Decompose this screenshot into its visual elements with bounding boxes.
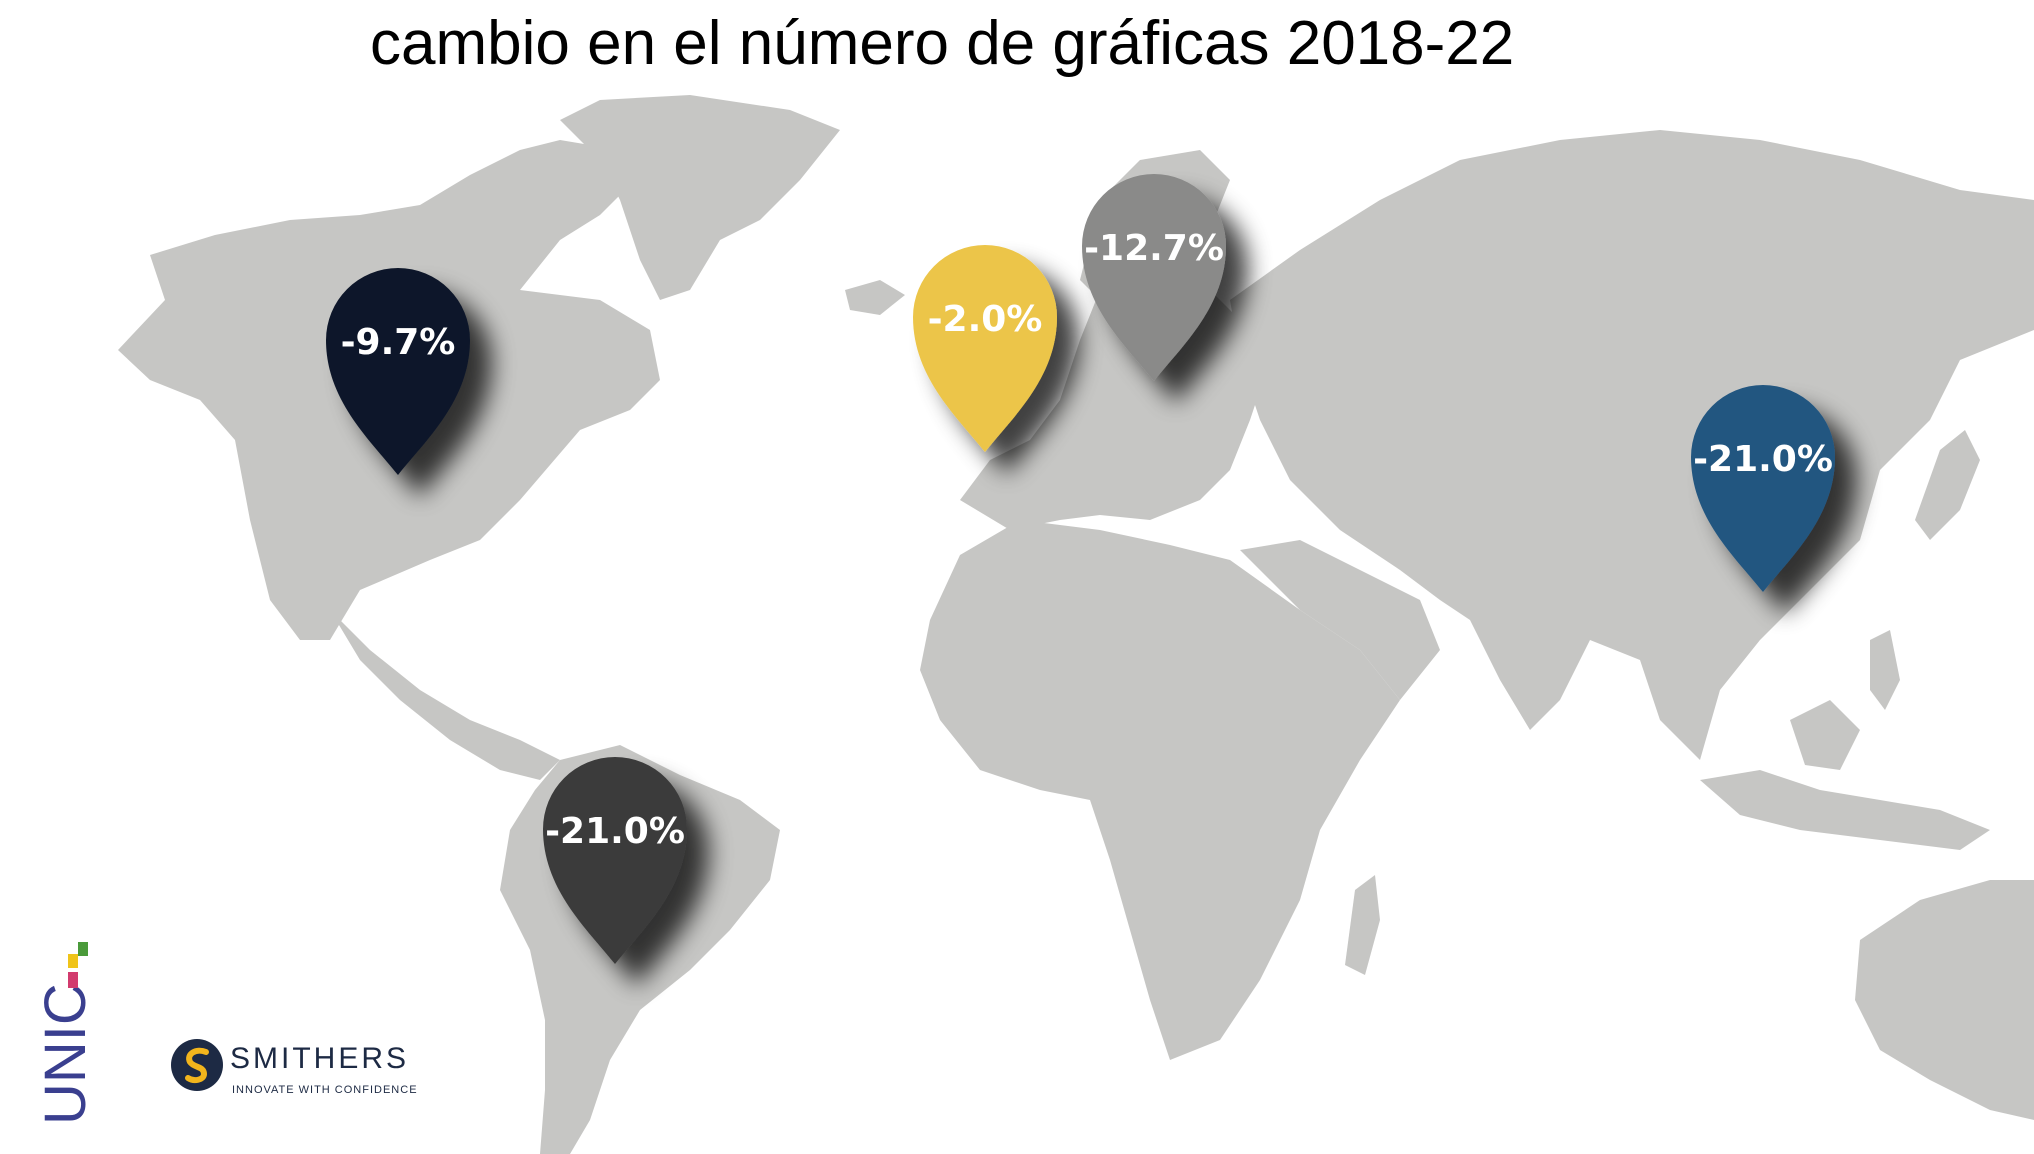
pin-eastern-europe: -12.7% [1082, 174, 1226, 381]
landmasses [118, 95, 2034, 1154]
smithers-emblem-icon [171, 1039, 223, 1091]
smithers-tagline: INNOVATE WITH CONFIDENCE [232, 1084, 418, 1096]
pin-north-america: -9.7% [326, 268, 470, 475]
pin-south-america: -21.0% [543, 757, 687, 964]
pin-western-europe-label: -2.0% [928, 299, 1043, 340]
pin-asia: -21.0% [1691, 385, 1835, 592]
land-africa [920, 520, 1400, 1060]
land-japan [1915, 430, 1980, 540]
unic-logo-mark: UNIC [33, 942, 98, 1125]
map-title: cambio en el número de gráficas 2018-22 [370, 9, 1515, 78]
pin-asia-label: -21.0% [1693, 439, 1833, 480]
land-australia [1855, 880, 2034, 1120]
pin-north-america-label: -9.7% [341, 322, 456, 363]
pin-north-america-shape [326, 268, 470, 475]
pin-south-america-shape [543, 757, 687, 964]
unic-logo: UNIC [30, 930, 110, 1130]
land-borneo [1790, 700, 1860, 770]
land-indonesia [1700, 770, 1990, 850]
pin-eastern-europe-label: -12.7% [1084, 228, 1224, 269]
land-middle-east [1240, 540, 1440, 700]
pin-western-europe: -2.0% [913, 245, 1057, 452]
land-greenland [560, 95, 840, 300]
pin-south-america-label: -21.0% [545, 811, 685, 852]
pin-western-europe-shape [913, 245, 1057, 452]
land-madagascar [1345, 875, 1380, 975]
land-philippines [1870, 630, 1900, 710]
unic-logo-text: UNIC [33, 983, 98, 1125]
pin-eastern-europe-shape [1082, 174, 1226, 381]
pin-asia-shape [1691, 385, 1835, 592]
land-asia [1230, 130, 2034, 760]
smithers-name: SMITHERS [230, 1042, 410, 1075]
land-iceland [845, 280, 905, 315]
land-central-america [330, 610, 560, 780]
